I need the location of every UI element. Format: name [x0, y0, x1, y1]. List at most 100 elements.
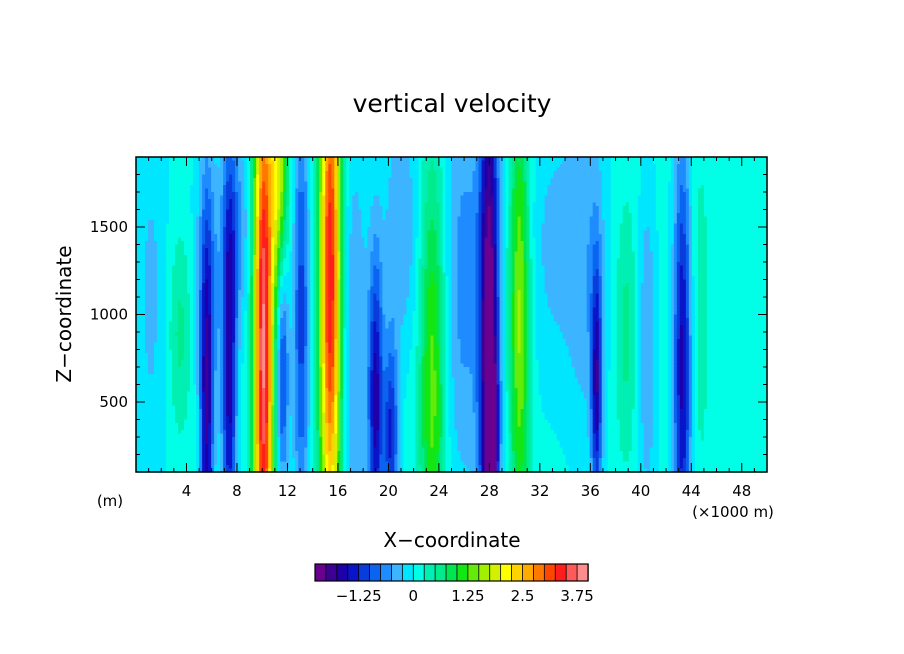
heatmap-cell [187, 412, 191, 417]
heatmap-cell [211, 255, 215, 260]
heatmap-cell [145, 458, 149, 463]
heatmap-cell [193, 416, 197, 421]
heatmap-cell [142, 262, 146, 267]
heatmap-cell [166, 209, 170, 214]
heatmap-cell [199, 188, 203, 193]
heatmap-cell [163, 339, 167, 344]
heatmap-cell [142, 164, 146, 169]
heatmap-cell [163, 164, 167, 169]
heatmap-cell [145, 213, 149, 218]
heatmap-cell [178, 269, 182, 274]
heatmap-cell [187, 167, 191, 172]
heatmap-cell [208, 395, 212, 400]
heatmap-cell [202, 237, 206, 242]
heatmap-cell [154, 430, 158, 435]
heatmap-cell [172, 426, 176, 431]
heatmap-cell [217, 241, 221, 246]
heatmap-cell [181, 258, 185, 263]
heatmap-cell [208, 458, 212, 463]
heatmap-cell [154, 321, 158, 326]
heatmap-cell [184, 444, 188, 449]
heatmap-cell [148, 318, 152, 323]
heatmap-cell [160, 195, 164, 200]
heatmap-cell [157, 402, 161, 407]
heatmap-cell [184, 160, 188, 165]
heatmap-cell [154, 178, 158, 183]
heatmap-cell [217, 171, 221, 176]
heatmap-cell [178, 335, 182, 340]
heatmap-cell [196, 339, 200, 344]
heatmap-cell [163, 321, 167, 326]
heatmap-cell [145, 300, 149, 305]
heatmap-cell [172, 304, 176, 309]
heatmap-cell [154, 290, 158, 295]
heatmap-cell [196, 335, 200, 340]
heatmap-cell [136, 426, 140, 431]
heatmap-cell [148, 272, 152, 277]
heatmap-cell [217, 307, 221, 312]
heatmap-cell [163, 402, 167, 407]
heatmap-cell [160, 213, 164, 218]
heatmap-cell [208, 188, 212, 193]
heatmap-cell [172, 195, 176, 200]
heatmap-cell [163, 244, 167, 249]
heatmap-cell [187, 370, 191, 375]
heatmap-cell [190, 458, 194, 463]
heatmap-cell [187, 234, 191, 239]
heatmap-cell [163, 437, 167, 442]
heatmap-cell [196, 164, 200, 169]
heatmap-cell [163, 395, 167, 400]
heatmap-cell [157, 251, 161, 256]
heatmap-cell [175, 195, 179, 200]
heatmap-cell [136, 276, 140, 281]
heatmap-cell [145, 409, 149, 414]
heatmap-cell [163, 412, 167, 417]
heatmap-cell [136, 447, 140, 452]
heatmap-cell [169, 416, 173, 421]
heatmap-cell [178, 174, 182, 179]
heatmap-cell [166, 405, 170, 410]
heatmap-cell [151, 321, 155, 326]
heatmap-cell [202, 451, 206, 456]
heatmap-cell [181, 286, 185, 291]
heatmap-cell [160, 265, 164, 270]
heatmap-cell [190, 209, 194, 214]
heatmap-cell [217, 405, 221, 410]
heatmap-cell [154, 377, 158, 382]
heatmap-cell [211, 367, 215, 372]
heatmap-cell [196, 171, 200, 176]
heatmap-cell [214, 395, 218, 400]
heatmap-cell [193, 237, 197, 242]
heatmap-cell [151, 363, 155, 368]
heatmap-cell [211, 468, 215, 473]
heatmap-cell [142, 206, 146, 211]
heatmap-cell [202, 458, 206, 463]
heatmap-cell [139, 468, 143, 473]
heatmap-cell [148, 412, 152, 417]
heatmap-cell [205, 325, 209, 330]
heatmap-cell [160, 174, 164, 179]
heatmap-cell [190, 412, 194, 417]
heatmap-cell [145, 290, 149, 295]
heatmap-cell [166, 227, 170, 232]
heatmap-cell [202, 300, 206, 305]
heatmap-cell [136, 374, 140, 379]
heatmap-cell [166, 237, 170, 242]
heatmap-cell [178, 283, 182, 288]
heatmap-cell [166, 384, 170, 389]
heatmap-cell [208, 440, 212, 445]
heatmap-cell [181, 388, 185, 393]
heatmap-cell [175, 454, 179, 459]
heatmap-cell [151, 325, 155, 330]
heatmap-cell [187, 300, 191, 305]
heatmap-cell [175, 370, 179, 375]
heatmap-cell [181, 223, 185, 228]
heatmap-cell [184, 349, 188, 354]
heatmap-cell [208, 468, 212, 473]
heatmap-cell [172, 367, 176, 372]
heatmap-cell [172, 297, 176, 302]
heatmap-cell [166, 409, 170, 414]
heatmap-cell [142, 356, 146, 361]
heatmap-cell [139, 388, 143, 393]
heatmap-cell [214, 216, 218, 221]
